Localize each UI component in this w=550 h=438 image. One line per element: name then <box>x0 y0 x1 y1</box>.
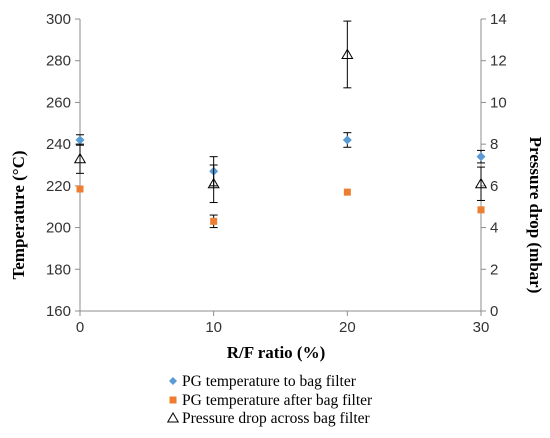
x-tick-label: 10 <box>205 319 222 336</box>
y2-tick-label: 14 <box>490 11 507 28</box>
y2-tick-label: 10 <box>490 94 507 111</box>
legend-marker-triangle <box>166 412 180 423</box>
y2-tick-label: 4 <box>490 220 498 237</box>
data-point <box>343 188 351 196</box>
y-tick-label: 260 <box>46 94 71 111</box>
legend-label-0: PG temperature to bag filter <box>182 373 357 390</box>
y-tick-label: 200 <box>46 220 71 237</box>
legend: PG temperature to bag filter PG temperat… <box>166 373 373 427</box>
series-triangle-open <box>73 20 488 204</box>
y2-tick-label: 6 <box>490 178 498 195</box>
legend-label-1: PG temperature after bag filter <box>182 392 373 409</box>
data-point <box>75 135 85 145</box>
data-point <box>476 152 486 162</box>
data-point <box>210 217 218 225</box>
series-diamond <box>75 132 486 187</box>
data-point <box>207 177 220 189</box>
series-square <box>76 185 485 229</box>
y2-axis-title: Pressure drop (mbar) <box>526 137 545 294</box>
y-tick-label: 300 <box>46 11 71 28</box>
legend-item-0: PG temperature to bag filter <box>169 373 357 390</box>
data-point <box>76 185 84 193</box>
data-point <box>477 206 485 214</box>
x-axis: 0 10 20 30 <box>76 311 490 336</box>
x-tick-label: 0 <box>76 319 84 336</box>
y-tick-label: 280 <box>46 53 71 70</box>
y2-tick-label: 0 <box>490 303 498 320</box>
legend-label-2: Pressure drop across bag filter <box>182 410 371 427</box>
y2-tick-label: 12 <box>490 53 507 70</box>
data-point <box>341 48 354 59</box>
legend-item-2: Pressure drop across bag filter <box>166 410 371 427</box>
y-tick-label: 220 <box>46 178 71 195</box>
x-axis-title: R/F ratio (%) <box>227 343 326 362</box>
y2-tick-label: 2 <box>490 261 498 278</box>
data-point <box>73 152 87 164</box>
legend-item-1: PG temperature after bag filter <box>169 392 373 409</box>
legend-marker-diamond <box>169 377 177 385</box>
legend-marker-square <box>169 396 177 404</box>
data-marks <box>73 20 488 229</box>
y-tick-label: 180 <box>46 261 71 278</box>
y-axis-left: 160 180 200 220 240 260 280 300 <box>46 11 80 320</box>
x-tick-label: 20 <box>339 319 356 336</box>
data-point <box>474 177 488 189</box>
data-point <box>342 135 352 145</box>
y-tick-label: 160 <box>46 303 71 320</box>
y2-tick-label: 8 <box>490 136 498 153</box>
plot-area <box>79 19 482 312</box>
y-axis-title: Temperature (°C) <box>9 150 28 279</box>
y-axis-right: 0 2 4 6 8 10 12 14 <box>481 11 507 320</box>
y-tick-label: 240 <box>46 136 71 153</box>
x-tick-label: 30 <box>473 319 490 336</box>
